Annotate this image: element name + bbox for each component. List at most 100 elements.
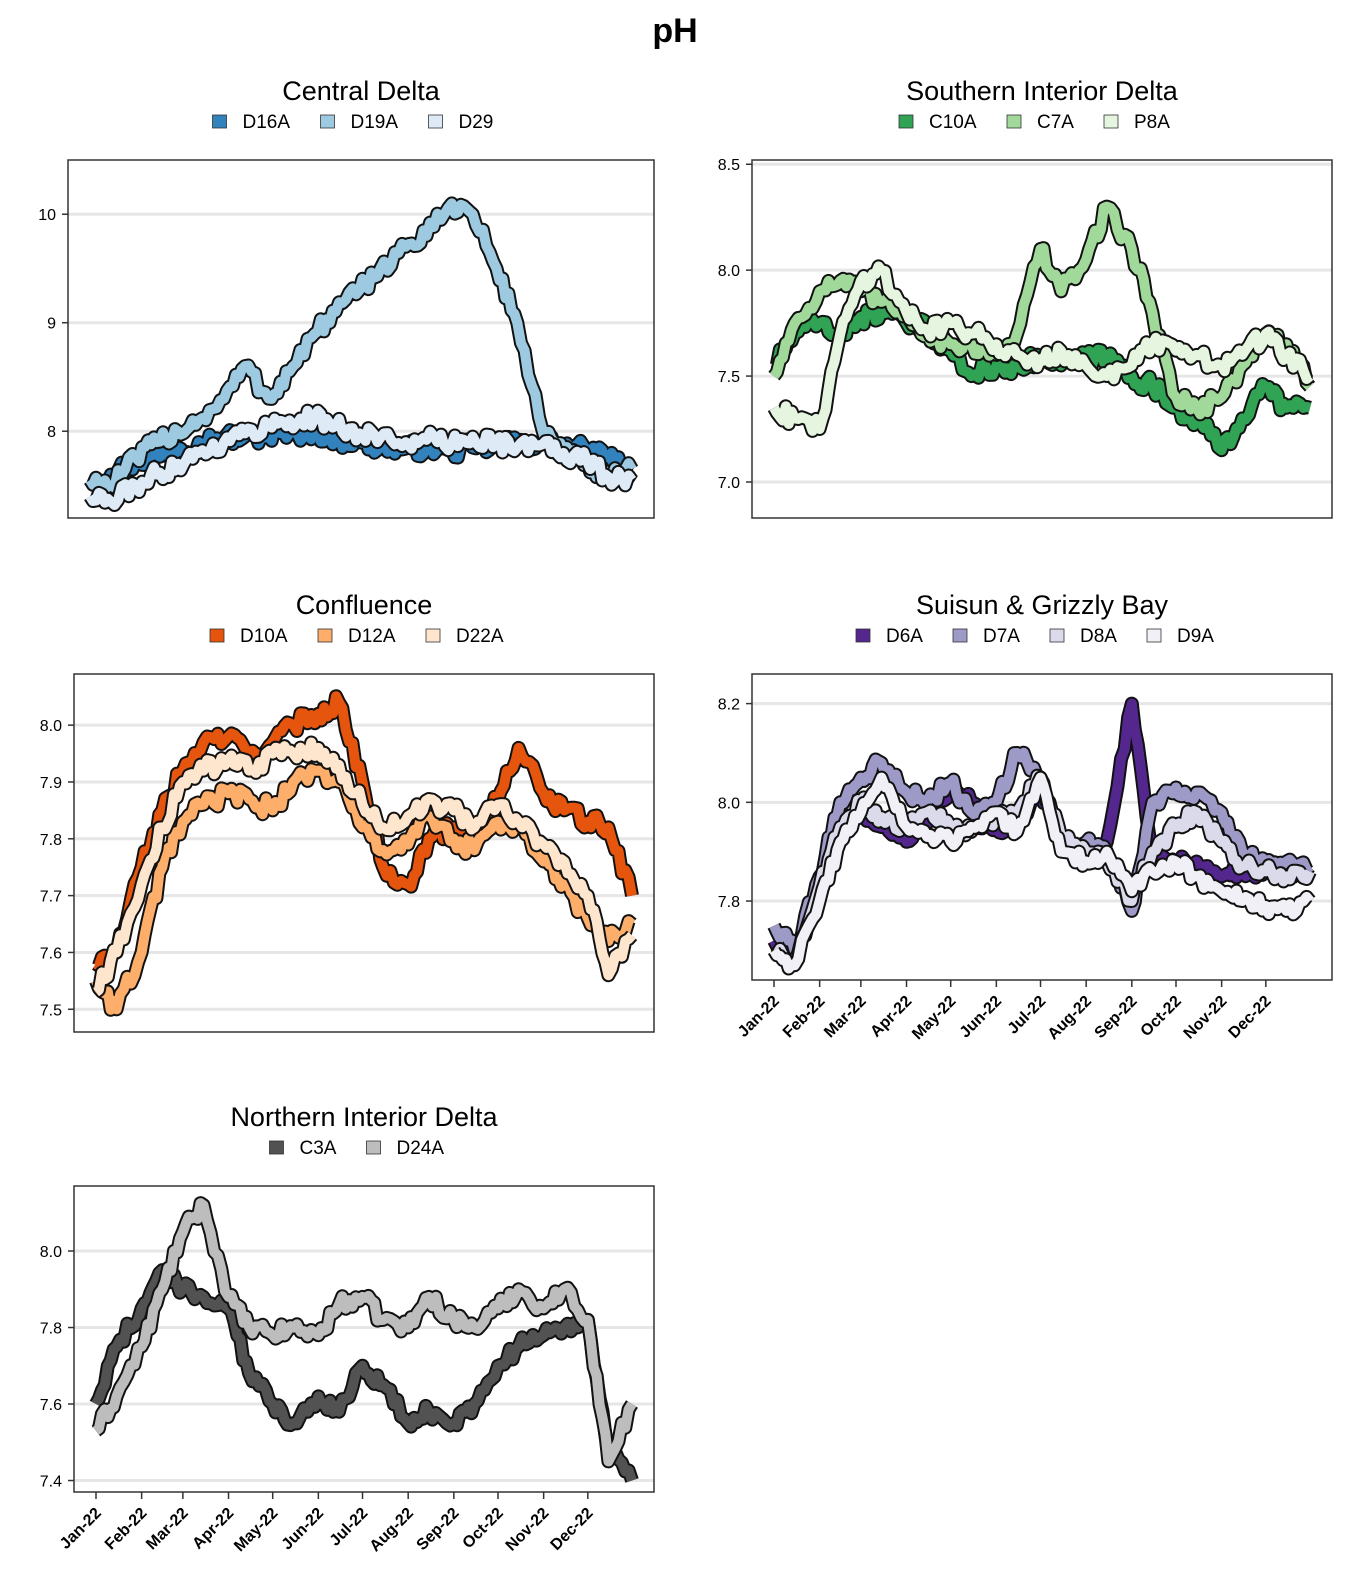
y-tick-label: 7.5	[40, 1002, 62, 1019]
legend-label: D12A	[348, 626, 396, 647]
series-group	[767, 199, 1316, 458]
x-tick-label: Apr-22	[867, 993, 915, 1041]
series-group	[89, 689, 639, 1017]
y-tick-label: 7.9	[40, 775, 62, 792]
legend-key	[855, 628, 871, 643]
legend-label: C7A	[1037, 112, 1074, 133]
series-line-C3A	[91, 1265, 637, 1483]
series-line-D19A	[85, 198, 637, 496]
y-tick-label: 8	[47, 424, 56, 441]
legend-key	[428, 114, 443, 129]
legend-label: D29	[459, 112, 494, 133]
series-group	[89, 1196, 639, 1483]
x-tick-label: Sep-22	[1092, 993, 1141, 1042]
legend-key	[1103, 114, 1119, 129]
panel-0: Central Delta D16A D19A D29 8 9 10	[38, 76, 655, 519]
legend-key	[952, 628, 968, 643]
legend-key	[366, 1140, 381, 1155]
panel-title: Suisun & Grizzly Bay	[916, 590, 1169, 620]
panel-title: Central Delta	[282, 76, 441, 106]
legend-key	[269, 1140, 284, 1155]
figure-title: pH	[652, 12, 697, 50]
panel-title: Northern Interior Delta	[230, 1102, 498, 1132]
series-line-P8A	[769, 261, 1314, 436]
y-tick-label: 7.8	[718, 894, 740, 911]
y-tick-label: 9	[47, 316, 56, 333]
x-tick-label: Oct-22	[1138, 993, 1185, 1040]
x-tick-label: Sep-22	[414, 1505, 463, 1554]
legend-label: D6A	[886, 626, 923, 647]
series-line-D12A	[91, 764, 636, 1015]
x-tick-label: Nov-22	[503, 1505, 553, 1555]
legend-label: D7A	[983, 626, 1020, 647]
y-tick-label: 7.0	[718, 475, 740, 492]
legend-key	[317, 628, 333, 643]
x-tick-label: Nov-22	[1181, 993, 1231, 1043]
x-tick-label: Feb-22	[780, 993, 829, 1042]
x-tick-label: Dec-22	[1226, 993, 1275, 1042]
legend-label: D10A	[240, 626, 288, 647]
y-tick-label: 8.0	[40, 1244, 62, 1261]
legend: D16A D19A D29	[212, 112, 494, 133]
series-line-D10A	[93, 691, 637, 971]
panel-title: Southern Interior Delta	[906, 76, 1179, 106]
x-tick-label: Apr-22	[189, 1505, 237, 1553]
y-tick-label: 7.5	[718, 369, 740, 386]
series-group	[84, 196, 639, 512]
legend: D6A D7A D8A D9A	[855, 626, 1214, 647]
legend: C10A C7A P8A	[898, 112, 1170, 133]
legend-label: C3A	[300, 1138, 337, 1159]
legend: D10A D12A D22A	[209, 626, 504, 647]
x-tick-label: Dec-22	[548, 1505, 597, 1554]
legend-label: D8A	[1080, 626, 1117, 647]
legend-key	[898, 114, 914, 129]
y-tick-label: 8.0	[40, 718, 62, 735]
panel-1: Southern Interior Delta C10A C7A P8A 7.0 7.5 8…	[718, 76, 1333, 519]
legend-key	[209, 628, 225, 643]
x-tick-label: Aug-22	[367, 1505, 417, 1555]
x-tick-label: Jul-22	[327, 1505, 372, 1550]
legend-key	[1006, 114, 1022, 129]
x-tick-label: Mar-22	[821, 993, 870, 1042]
panel-title: Confluence	[296, 590, 433, 620]
y-tick-label: 7.7	[40, 889, 62, 906]
legend-label: C10A	[929, 112, 977, 133]
legend-label: D22A	[456, 626, 504, 647]
legend-label: D9A	[1177, 626, 1214, 647]
y-tick-label: 8.2	[718, 697, 740, 714]
panel-3: Suisun & Grizzly Bay D6A D7A D8A D9A 7.8 8.0 8.…	[718, 590, 1333, 1043]
y-tick-label: 8.0	[718, 263, 740, 280]
series-line-D24A	[92, 1198, 637, 1467]
legend: C3A D24A	[269, 1138, 445, 1159]
legend-key	[212, 114, 227, 129]
y-tick-label: 7.4	[40, 1474, 62, 1491]
x-tick-label: May-22	[909, 993, 959, 1043]
y-tick-label: 10	[38, 207, 56, 224]
panel-frame	[67, 159, 655, 519]
series-group	[767, 696, 1317, 976]
y-tick-label: 8.5	[718, 157, 740, 174]
panel-frame	[73, 1185, 655, 1493]
panels: Central Delta D16A D19A D29 8 9 10 Southern Int…	[38, 76, 1333, 1555]
x-tick-label: May-22	[231, 1505, 281, 1555]
x-tick-label: Jan-22	[735, 993, 783, 1041]
panel-4: Northern Interior Delta C3A D24A 7.4 7.6 7.8 8…	[40, 1102, 655, 1555]
series-line-D22A	[93, 737, 636, 997]
legend-label: D24A	[397, 1138, 445, 1159]
panel-2: Confluence D10A D12A D22A 7.5 7.6 7.7 7.8 7.9 8.0	[40, 590, 655, 1033]
y-tick-label: 8.0	[718, 795, 740, 812]
y-tick-label: 7.8	[40, 1321, 62, 1338]
x-tick-label: Mar-22	[143, 1505, 192, 1554]
series-line-D29	[85, 405, 636, 510]
legend-key	[1049, 628, 1065, 643]
x-tick-label: Jul-22	[1005, 993, 1050, 1038]
x-tick-label: Feb-22	[102, 1505, 151, 1554]
y-tick-label: 7.6	[40, 1397, 62, 1414]
legend-key	[1146, 628, 1162, 643]
x-tick-label: Oct-22	[460, 1505, 507, 1552]
legend-key	[320, 114, 335, 129]
legend-label: P8A	[1134, 112, 1170, 133]
x-tick-label: Jun-22	[957, 993, 1006, 1042]
x-tick-label: Aug-22	[1045, 993, 1095, 1043]
